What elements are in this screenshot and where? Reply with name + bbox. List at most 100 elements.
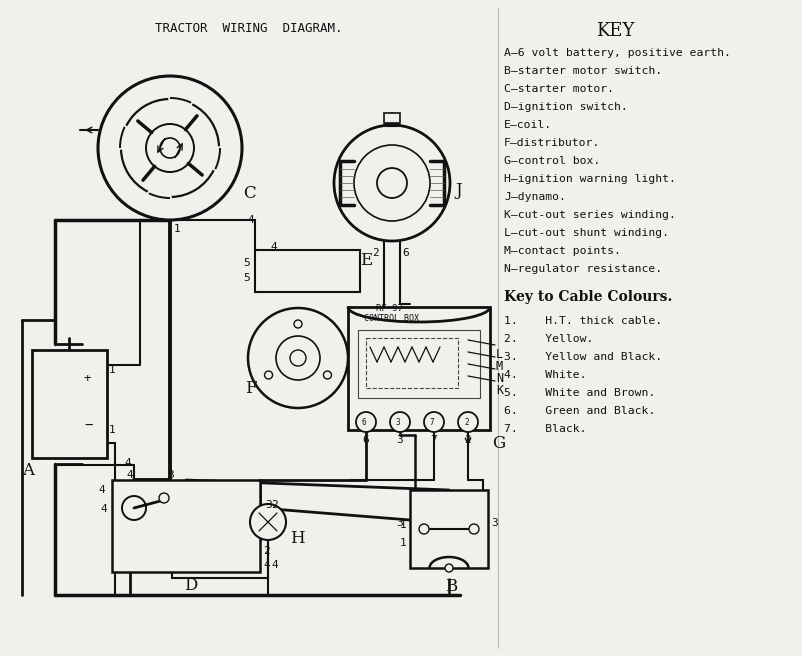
Bar	[358, 330, 480, 398]
Text: 2: 2	[271, 500, 277, 510]
Text: 1.    H.T. thick cable.: 1. H.T. thick cable.	[504, 316, 662, 326]
Bar	[410, 490, 488, 568]
Text: J—dynamo.: J—dynamo.	[504, 192, 566, 202]
Text: B—starter motor switch.: B—starter motor switch.	[504, 66, 662, 76]
Circle shape	[250, 504, 286, 540]
Text: H: H	[290, 530, 305, 547]
Circle shape	[458, 412, 478, 432]
Text: M—contact points.: M—contact points.	[504, 246, 621, 256]
Circle shape	[356, 412, 376, 432]
Text: L—cut-out shunt winding.: L—cut-out shunt winding.	[504, 228, 669, 238]
Text: N—regulator resistance.: N—regulator resistance.	[504, 264, 662, 274]
Circle shape	[98, 76, 242, 220]
Text: 1: 1	[400, 520, 407, 530]
Circle shape	[334, 125, 450, 241]
Circle shape	[159, 493, 169, 503]
Text: 2: 2	[464, 435, 471, 445]
Text: TRACTOR  WIRING  DIAGRAM.: TRACTOR WIRING DIAGRAM.	[155, 22, 342, 35]
Text: 6.    Green and Black.: 6. Green and Black.	[504, 406, 655, 416]
Text: 2: 2	[464, 418, 468, 427]
Text: F—distributor.: F—distributor.	[504, 138, 600, 148]
Circle shape	[377, 168, 407, 198]
Text: 2.    Yellow.: 2. Yellow.	[504, 334, 593, 344]
Text: 4: 4	[270, 242, 277, 252]
Text: F: F	[245, 380, 257, 397]
Text: 4: 4	[98, 485, 105, 495]
Bar	[255, 250, 360, 292]
Text: 3: 3	[396, 518, 403, 528]
Text: K: K	[496, 384, 503, 397]
Text: 1: 1	[174, 224, 180, 234]
Text: 4: 4	[247, 215, 253, 225]
Text: N: N	[496, 372, 503, 385]
Text: G—control box.: G—control box.	[504, 156, 600, 166]
Text: E—coil.: E—coil.	[504, 120, 552, 130]
Text: C: C	[243, 185, 256, 202]
Circle shape	[290, 350, 306, 366]
Text: 2: 2	[263, 546, 269, 556]
Circle shape	[122, 496, 146, 520]
Text: D—ignition switch.: D—ignition switch.	[504, 102, 628, 112]
Text: 1: 1	[400, 538, 407, 548]
Text: 4: 4	[263, 560, 269, 570]
Text: 5.    White and Brown.: 5. White and Brown.	[504, 388, 655, 398]
Circle shape	[390, 412, 410, 432]
Text: J: J	[455, 182, 462, 199]
Text: G: G	[492, 435, 505, 452]
Text: C—starter motor.: C—starter motor.	[504, 84, 614, 94]
Circle shape	[294, 320, 302, 328]
Text: Key to Cable Colours.: Key to Cable Colours.	[504, 290, 672, 304]
Text: 3.    Yellow and Black.: 3. Yellow and Black.	[504, 352, 662, 362]
Bar	[384, 113, 400, 123]
Text: 7: 7	[430, 418, 435, 427]
Text: 1: 1	[109, 425, 115, 435]
Text: +: +	[84, 372, 91, 385]
Text: 1: 1	[109, 365, 115, 375]
Text: 6: 6	[402, 248, 409, 258]
Circle shape	[419, 524, 429, 534]
Circle shape	[120, 98, 220, 198]
Text: 2: 2	[372, 248, 379, 258]
Text: M: M	[496, 360, 503, 373]
Text: 3: 3	[396, 435, 403, 445]
Text: A: A	[22, 462, 34, 479]
Text: CONTROL BOX: CONTROL BOX	[364, 314, 419, 323]
Text: L: L	[496, 348, 503, 361]
Circle shape	[265, 371, 273, 379]
Bar	[32, 350, 107, 458]
Text: 5: 5	[243, 273, 249, 283]
Circle shape	[445, 564, 453, 572]
Text: 4: 4	[271, 560, 277, 570]
Text: 4: 4	[126, 470, 133, 480]
Text: 3: 3	[396, 418, 401, 427]
Circle shape	[354, 145, 430, 221]
Text: 4: 4	[124, 458, 131, 468]
Text: −: −	[84, 418, 92, 432]
Bar	[348, 307, 490, 430]
Text: A—6 volt battery, positive earth.: A—6 volt battery, positive earth.	[504, 48, 731, 58]
Text: 3: 3	[265, 500, 272, 510]
Text: 7: 7	[430, 435, 437, 445]
Text: KEY: KEY	[596, 22, 634, 40]
Circle shape	[248, 308, 348, 408]
Text: D: D	[184, 577, 197, 594]
Bar	[112, 480, 260, 572]
Circle shape	[160, 138, 180, 158]
Text: 3: 3	[491, 518, 498, 528]
Text: 4.    White.: 4. White.	[504, 370, 586, 380]
Text: B: B	[445, 578, 457, 595]
Circle shape	[323, 371, 331, 379]
Text: 6: 6	[362, 435, 369, 445]
Text: 3: 3	[167, 470, 174, 480]
Circle shape	[276, 336, 320, 380]
Text: 7.    Black.: 7. Black.	[504, 424, 586, 434]
Text: 5: 5	[243, 258, 249, 268]
Text: K—cut-out series winding.: K—cut-out series winding.	[504, 210, 676, 220]
Circle shape	[424, 412, 444, 432]
Text: 4: 4	[100, 504, 107, 514]
Text: E: E	[360, 252, 372, 269]
Text: 6: 6	[362, 418, 367, 427]
Circle shape	[469, 524, 479, 534]
Text: H—ignition warning light.: H—ignition warning light.	[504, 174, 676, 184]
Text: RF 97: RF 97	[376, 304, 403, 313]
